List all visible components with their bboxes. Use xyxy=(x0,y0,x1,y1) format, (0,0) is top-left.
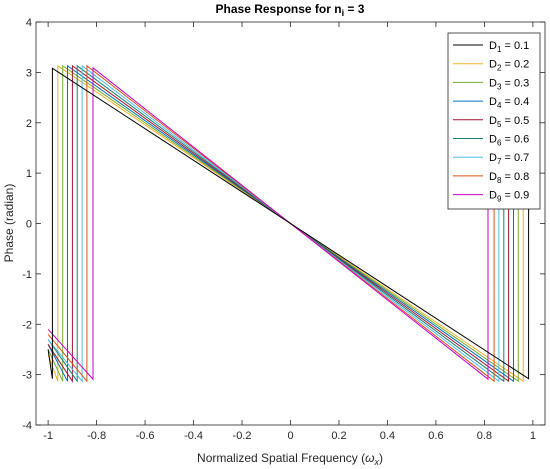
legend-label-d1: D1 = 0.1 xyxy=(489,40,529,54)
legend-label-d4: D4 = 0.4 xyxy=(489,96,529,110)
y-tick-label: 0 xyxy=(26,219,32,231)
legend-label-d3: D3 = 0.3 xyxy=(489,77,529,91)
y-tick-label: 1 xyxy=(26,168,32,180)
x-tick-label: 0 xyxy=(287,430,293,442)
chart-title: Phase Response for ni = 3 xyxy=(216,2,365,18)
y-tick-label: -2 xyxy=(22,319,32,331)
y-tick-label: 2 xyxy=(26,118,32,130)
x-axis-label: Normalized Spatial Frequency (ωx) xyxy=(197,451,383,467)
y-tick-label: -1 xyxy=(22,269,32,281)
legend-box xyxy=(447,32,541,210)
legend: D1 = 0.1 D2 = 0.2 D3 = 0.3 D4 = 0.4 D5 = 0.5… xyxy=(447,32,541,210)
x-tick-label: 0.4 xyxy=(380,430,395,442)
y-tick-label: -4 xyxy=(22,420,32,432)
x-tick-label: 1 xyxy=(530,430,536,442)
x-tick-label: 0.6 xyxy=(428,430,443,442)
y-tick-label: 4 xyxy=(26,17,32,29)
y-axis-label: Phase (radian) xyxy=(2,184,16,263)
y-axis-ticks: -4 -3 -2 -1 0 1 2 3 4 xyxy=(22,17,545,432)
legend-label-d8: D8 = 0.8 xyxy=(489,171,529,185)
legend-label-d7: D7 = 0.7 xyxy=(489,152,529,166)
x-tick-label: 0.8 xyxy=(477,430,492,442)
legend-label-d9: D9 = 0.9 xyxy=(489,190,529,204)
legend-label-d5: D5 = 0.5 xyxy=(489,115,529,129)
y-tick-label: -3 xyxy=(22,370,32,382)
legend-label-d2: D2 = 0.2 xyxy=(489,59,529,73)
x-axis-ticks: -1 -0.8 -0.6 -0.4 -0.2 0 0.2 0.4 0.6 0.8 1 xyxy=(43,22,536,442)
x-tick-label: -0.6 xyxy=(136,430,155,442)
legend-label-d6: D6 = 0.6 xyxy=(489,134,529,148)
x-tick-label: -1 xyxy=(43,430,53,442)
x-tick-label: -0.4 xyxy=(184,430,203,442)
x-tick-label: -0.2 xyxy=(233,430,252,442)
x-tick-label: 0.2 xyxy=(331,430,346,442)
y-tick-label: 3 xyxy=(26,67,32,79)
x-tick-label: -0.8 xyxy=(87,430,106,442)
